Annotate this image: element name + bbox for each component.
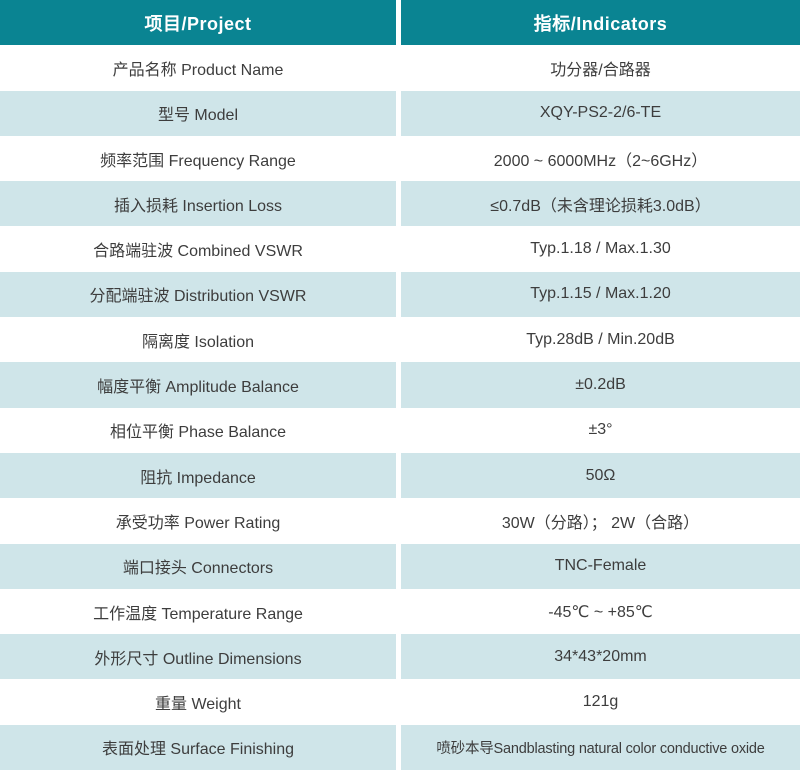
row-label: 型号 Model xyxy=(0,90,396,136)
column-gutter xyxy=(396,543,401,589)
column-gutter xyxy=(396,634,401,680)
row-label: 隔离度 Isolation xyxy=(0,317,396,363)
row-value: TNC-Female xyxy=(401,543,800,589)
row-value: 30W（分路）； 2W（合路） xyxy=(401,498,800,544)
row-value: 121g xyxy=(401,679,800,725)
table-row: 阻抗 Impedance 50Ω xyxy=(0,452,800,499)
row-label: 外形尺寸 Outline Dimensions xyxy=(0,634,396,680)
column-gutter xyxy=(396,452,401,499)
table-row: 产品名称 Product Name 功分器/合路器 xyxy=(0,45,800,91)
row-value: 喷砂本导Sandblasting natural color conductiv… xyxy=(401,724,800,770)
row-value: Typ.28dB / Min.20dB xyxy=(401,317,800,363)
column-gutter xyxy=(396,45,401,91)
row-label: 分配端驻波 Distribution VSWR xyxy=(0,271,396,318)
row-label: 产品名称 Product Name xyxy=(0,45,396,91)
column-gutter xyxy=(396,724,401,770)
column-gutter xyxy=(396,90,401,136)
row-value: ±0.2dB xyxy=(401,362,800,408)
row-value: ±3° xyxy=(401,407,800,453)
row-value: ≤0.7dB（未含理论损耗3.0dB） xyxy=(401,181,800,227)
row-label: 插入损耗 Insertion Loss xyxy=(0,181,396,227)
column-gutter xyxy=(396,498,401,544)
row-label: 承受功率 Power Rating xyxy=(0,498,396,544)
row-label: 幅度平衡 Amplitude Balance xyxy=(0,362,396,408)
table-row: 插入损耗 Insertion Loss ≤0.7dB（未含理论损耗3.0dB） xyxy=(0,181,800,227)
table-row: 型号 Model XQY-PS2-2/6-TE xyxy=(0,90,800,136)
row-label: 端口接头 Connectors xyxy=(0,543,396,589)
table-row: 端口接头 Connectors TNC-Female xyxy=(0,543,800,589)
column-gutter xyxy=(396,588,401,635)
table-row: 频率范围 Frequency Range 2000 ~ 6000MHz（2~6G… xyxy=(0,135,800,182)
header-project: 项目/Project xyxy=(0,0,396,46)
row-label: 相位平衡 Phase Balance xyxy=(0,407,396,453)
row-label: 工作温度 Temperature Range xyxy=(0,588,396,635)
row-value: 2000 ~ 6000MHz（2~6GHz） xyxy=(401,135,800,182)
row-value: Typ.1.15 / Max.1.20 xyxy=(401,271,800,318)
column-gutter xyxy=(396,226,401,272)
column-gutter xyxy=(396,271,401,318)
table-row: 相位平衡 Phase Balance ±3° xyxy=(0,407,800,453)
row-label: 阻抗 Impedance xyxy=(0,452,396,499)
table-row: 合路端驻波 Combined VSWR Typ.1.18 / Max.1.30 xyxy=(0,226,800,272)
header-indicators: 指标/Indicators xyxy=(401,0,800,46)
row-label: 合路端驻波 Combined VSWR xyxy=(0,226,396,272)
column-gutter xyxy=(396,181,401,227)
column-gutter xyxy=(396,135,401,182)
table-row: 外形尺寸 Outline Dimensions 34*43*20mm xyxy=(0,634,800,680)
table-row: 工作温度 Temperature Range -45℃ ~ +85℃ xyxy=(0,588,800,635)
row-value: -45℃ ~ +85℃ xyxy=(401,588,800,635)
row-label: 重量 Weight xyxy=(0,679,396,725)
row-value: Typ.1.18 / Max.1.30 xyxy=(401,226,800,272)
row-value: 50Ω xyxy=(401,452,800,499)
table-row: 重量 Weight 121g xyxy=(0,679,800,725)
table-header-row: 项目/Project 指标/Indicators xyxy=(0,0,800,46)
row-value: 功分器/合路器 xyxy=(401,45,800,91)
table-row: 隔离度 Isolation Typ.28dB / Min.20dB xyxy=(0,317,800,363)
column-gutter xyxy=(396,679,401,725)
row-value: 34*43*20mm xyxy=(401,634,800,680)
table-row: 承受功率 Power Rating 30W（分路）； 2W（合路） xyxy=(0,498,800,544)
row-label: 频率范围 Frequency Range xyxy=(0,135,396,182)
row-label: 表面处理 Surface Finishing xyxy=(0,724,396,770)
table-row: 表面处理 Surface Finishing 喷砂本导Sandblasting … xyxy=(0,724,800,770)
table-row: 分配端驻波 Distribution VSWR Typ.1.15 / Max.1… xyxy=(0,271,800,318)
column-gutter xyxy=(396,362,401,408)
column-gutter xyxy=(396,0,401,46)
table-row: 幅度平衡 Amplitude Balance ±0.2dB xyxy=(0,362,800,408)
row-value: XQY-PS2-2/6-TE xyxy=(401,90,800,136)
column-gutter xyxy=(396,317,401,363)
column-gutter xyxy=(396,407,401,453)
